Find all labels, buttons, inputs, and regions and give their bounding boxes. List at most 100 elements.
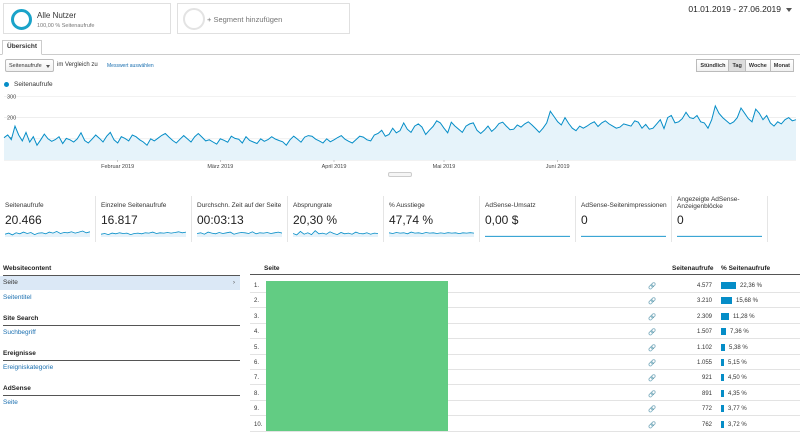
row-pageviews: 921	[701, 375, 712, 382]
nav-item[interactable]: Seite	[0, 396, 240, 410]
external-link-icon[interactable]: 🔗	[648, 406, 657, 414]
segment-title: Alle Nutzer	[37, 11, 77, 20]
scorecard[interactable]: Durchschn. Zeit auf der Seite 00:03:13	[192, 196, 288, 242]
scorecard-sparkline	[677, 235, 762, 237]
add-segment-label: + Segment hinzufügen	[207, 15, 283, 24]
nav-item[interactable]: Seitentitel	[0, 291, 240, 305]
scorecard-value: 00:03:13	[197, 213, 244, 227]
row-rank: 4.	[254, 329, 260, 336]
granularity-week-button[interactable]: Woche	[744, 59, 771, 72]
row-pct: 11,28 %	[733, 313, 755, 320]
external-link-icon[interactable]: 🔗	[648, 329, 657, 337]
external-link-icon[interactable]: 🔗	[648, 344, 657, 352]
nav-item[interactable]: Suchbegriff	[0, 326, 240, 340]
row-pct-bar	[721, 343, 725, 351]
granularity-day-button[interactable]: Tag	[728, 59, 746, 72]
series-area	[4, 105, 796, 160]
row-pct: 4,35 %	[728, 390, 747, 397]
external-link-icon[interactable]: 🔗	[648, 360, 657, 367]
external-link-icon[interactable]: 🔗	[648, 421, 657, 429]
external-link-icon[interactable]: 🔗	[648, 298, 657, 306]
scorecard-label: Angezeigte AdSense-Anzeigenblöcke	[677, 196, 740, 210]
row-rank: 9.	[254, 406, 260, 413]
table-row[interactable]: 5. 🔗 1.102 5,38 %	[250, 340, 800, 355]
row-pageviews: 891	[701, 390, 712, 397]
pages-table: Seite Seitenaufrufe % Seitenaufrufe 1. 🔗 4…	[250, 263, 800, 432]
row-pageviews: 762	[701, 421, 712, 428]
external-link-icon[interactable]: 🔗	[648, 375, 657, 383]
scorecard-value: 47,74 %	[389, 213, 434, 227]
column-header-pct-pageviews[interactable]: % Seitenaufrufe	[721, 265, 771, 272]
x-tick-label: Mai 2019	[433, 164, 456, 170]
chevron-down-icon	[786, 7, 792, 12]
scorecards: Seitenaufrufe 20.466 Einzelne Seitenaufruf…	[0, 196, 800, 242]
table-row[interactable]: 1. 🔗 4.577 22,36 %	[250, 278, 800, 293]
nav-section-divider	[3, 360, 240, 361]
scorecard[interactable]: Absprungrate 20,30 %	[288, 196, 384, 242]
x-tick-label: Juni 2019	[546, 164, 570, 170]
scorecard-sparkline	[101, 231, 186, 237]
external-link-icon[interactable]: 🔗	[648, 283, 657, 290]
scorecard[interactable]: AdSense-Seitenimpressionen 0	[576, 196, 672, 242]
date-range-picker[interactable]: 01.01.2019 - 27.06.2019	[688, 4, 792, 14]
segment-all-users[interactable]: Alle Nutzer 100,00 % Seitenaufrufe	[3, 3, 171, 34]
tab-bar: Übersicht	[0, 40, 800, 55]
nav-item-label: Suchbegriff	[3, 329, 36, 336]
nav-section-divider	[3, 325, 240, 326]
scorecard[interactable]: % Ausstiege 47,74 %	[384, 196, 480, 242]
column-header-page[interactable]: Seite	[264, 265, 280, 272]
table-row[interactable]: 10. 🔗 762 3,72 %	[250, 417, 800, 432]
scorecard[interactable]: Seitenaufrufe 20.466	[0, 196, 96, 242]
row-pct: 5,38 %	[729, 344, 748, 351]
granularity-month-button[interactable]: Monat	[769, 59, 794, 72]
row-pct-bar	[721, 312, 729, 320]
scorecard-sparkline	[5, 230, 90, 237]
scorecard-label: AdSense-Seitenimpressionen	[581, 202, 667, 209]
column-header-pageviews[interactable]: Seitenaufrufe	[672, 265, 714, 272]
table-row[interactable]: 9. 🔗 772 3,77 %	[250, 401, 800, 417]
compare-label: im Vergleich zu	[57, 62, 98, 68]
legend-dot-icon	[4, 81, 9, 87]
table-row[interactable]: 4. 🔗 1.507 7,36 %	[250, 324, 800, 340]
nav-item[interactable]: Seite ›	[0, 276, 240, 290]
granularity-buttons: Stündlich Tag Woche Monat	[696, 59, 794, 72]
granularity-hourly-button[interactable]: Stündlich	[696, 59, 730, 72]
table-row[interactable]: 3. 🔗 2.309 11,28 %	[250, 309, 800, 324]
metric-select[interactable]: Seitenaufrufe	[5, 59, 54, 72]
select-metric-link[interactable]: Messwert auswählen	[107, 63, 154, 69]
series-line	[3, 104, 797, 147]
add-segment-button[interactable]: + Segment hinzufügen	[177, 3, 350, 34]
scorecard[interactable]: AdSense-Umsatz 0,00 $	[480, 196, 576, 242]
tab-overview[interactable]: Übersicht	[2, 40, 42, 55]
table-row[interactable]: 7. 🔗 921 4,50 %	[250, 370, 800, 386]
scorecard-sparkline	[293, 230, 378, 237]
nav-item-label: Seite	[3, 279, 18, 286]
x-tick-label: März 2019	[207, 164, 233, 170]
table-row[interactable]: 8. 🔗 891 4,35 %	[250, 386, 800, 401]
nav-item-label: Ereigniskategorie	[3, 364, 54, 371]
table-row[interactable]: 6. 🔗 1.055 5,15 %	[250, 355, 800, 370]
row-pageviews: 1.507	[696, 329, 712, 336]
nav-section-heading: Site Search	[3, 315, 39, 322]
legend-label: Seitenaufrufe	[14, 81, 53, 88]
row-pct-bar	[721, 405, 724, 413]
external-link-icon[interactable]: 🔗	[648, 313, 657, 321]
sparkline-line	[197, 231, 282, 235]
y-tick-label: 300	[7, 94, 16, 100]
nav-item[interactable]: Ereigniskategorie	[0, 361, 240, 375]
row-rank: 3.	[254, 313, 260, 320]
row-pct: 22,36 %	[740, 283, 763, 289]
external-link-icon[interactable]: 🔗	[648, 390, 657, 398]
row-rank: 1.	[254, 283, 260, 289]
scorecard-label: Absprungrate	[293, 202, 333, 209]
scorecard-label: % Ausstiege	[389, 202, 425, 209]
table-row[interactable]: 2. 🔗 3.210 15,68 %	[250, 293, 800, 309]
x-tick-label: April 2019	[322, 164, 347, 170]
row-pct: 7,36 %	[730, 329, 749, 336]
chart-resize-handle[interactable]	[388, 172, 412, 177]
row-rank: 10.	[254, 421, 263, 428]
row-pct-bar	[721, 389, 724, 397]
scorecard[interactable]: Einzelne Seitenaufrufe 16.817	[96, 196, 192, 242]
scorecard[interactable]: Angezeigte AdSense-Anzeigenblöcke 0	[672, 196, 768, 242]
scorecard-sparkline	[389, 231, 474, 237]
